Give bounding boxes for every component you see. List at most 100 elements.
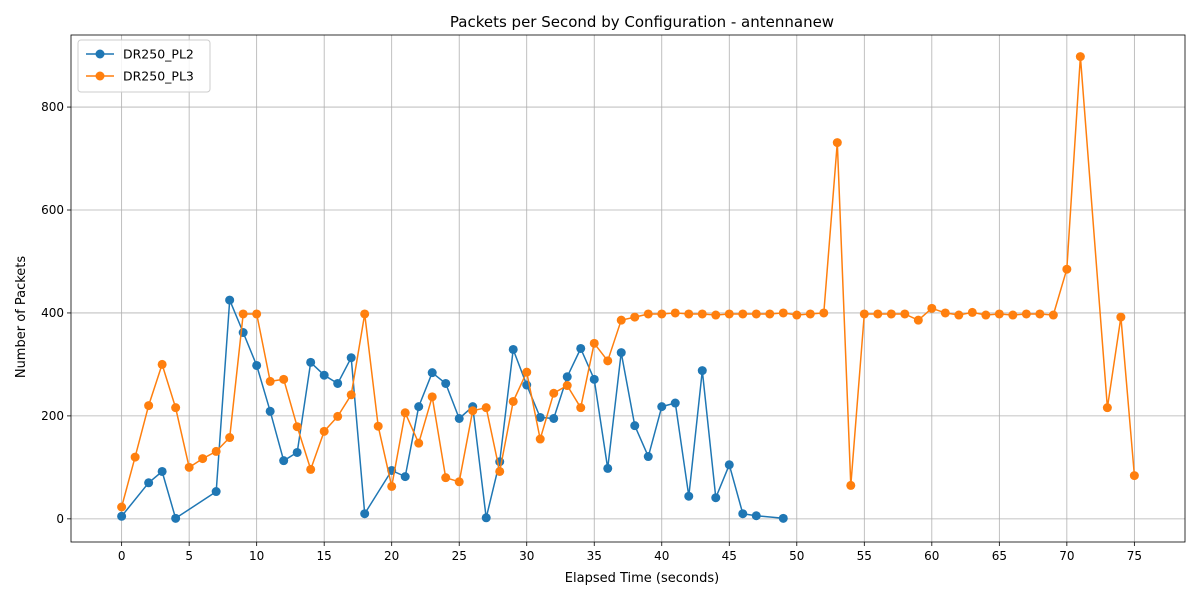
data-point <box>346 353 356 363</box>
data-point <box>265 406 275 416</box>
data-point <box>927 303 937 313</box>
data-point <box>292 447 302 457</box>
x-axis: 0 5 10 15 20 25 30 35 40 45 50 55 60 65 70 75 <box>118 542 1142 563</box>
series-DR250_PL3 <box>117 52 1139 512</box>
data-point <box>994 309 1004 319</box>
y-tick-label: 400 <box>41 306 64 320</box>
data-point <box>751 511 761 521</box>
data-point <box>130 452 140 462</box>
data-point <box>1129 471 1139 481</box>
data-point <box>805 309 815 319</box>
data-point <box>697 366 707 376</box>
data-point <box>724 309 734 319</box>
data-point <box>900 309 910 319</box>
y-axis: 0 200 400 600 800 <box>41 100 71 526</box>
data-point <box>400 472 410 482</box>
data-point <box>535 434 545 444</box>
data-point <box>603 356 613 366</box>
data-point <box>765 309 775 319</box>
data-point <box>778 308 788 318</box>
data-point <box>373 421 383 431</box>
data-point <box>886 309 896 319</box>
data-point <box>252 360 262 370</box>
data-point <box>535 412 545 422</box>
data-point <box>562 381 572 391</box>
data-point <box>981 310 991 320</box>
data-point <box>873 309 883 319</box>
legend-item: DR250_PL3 <box>86 69 194 84</box>
data-point <box>225 295 235 305</box>
data-point <box>1116 312 1126 322</box>
data-point <box>117 511 127 521</box>
data-point <box>481 403 491 413</box>
x-tick-label: 45 <box>722 549 737 563</box>
data-point <box>427 392 437 402</box>
data-point <box>738 509 748 519</box>
data-point <box>306 357 316 367</box>
data-point <box>940 308 950 318</box>
data-point <box>576 403 586 413</box>
data-point <box>292 422 302 432</box>
grid <box>71 35 1185 542</box>
x-tick-label: 75 <box>1127 549 1142 563</box>
data-point <box>913 315 923 325</box>
data-point <box>576 343 586 353</box>
data-point <box>319 426 329 436</box>
x-tick-label: 20 <box>384 549 399 563</box>
data-point <box>441 473 451 483</box>
y-tick-label: 800 <box>41 100 64 114</box>
data-point <box>832 138 842 148</box>
data-point <box>387 481 397 491</box>
data-point <box>360 309 370 319</box>
data-point <box>400 408 410 418</box>
data-point <box>1048 310 1058 320</box>
data-point <box>1035 309 1045 319</box>
data-point <box>1075 52 1085 62</box>
data-point <box>157 359 167 369</box>
legend-label: DR250_PL2 <box>123 47 194 62</box>
data-point <box>670 398 680 408</box>
data-point <box>562 372 572 382</box>
data-point <box>157 466 167 476</box>
data-point <box>508 344 518 354</box>
y-tick-label: 200 <box>41 409 64 423</box>
y-tick-label: 600 <box>41 203 64 217</box>
data-point <box>589 338 599 348</box>
data-point <box>1021 309 1031 319</box>
data-point <box>724 460 734 470</box>
y-axis-label: Number of Packets <box>14 256 29 379</box>
data-point <box>333 378 343 388</box>
data-point <box>643 309 653 319</box>
data-point <box>508 396 518 406</box>
data-point <box>711 493 721 503</box>
legend-item: DR250_PL2 <box>86 47 194 62</box>
data-point <box>238 309 248 319</box>
legend-label: DR250_PL3 <box>123 69 194 84</box>
data-point <box>171 403 181 413</box>
data-point <box>792 310 802 320</box>
data-point <box>306 464 316 474</box>
data-point <box>616 315 626 325</box>
data-point <box>603 463 613 473</box>
x-tick-label: 70 <box>1059 549 1074 563</box>
data-point <box>711 310 721 320</box>
data-point <box>549 388 559 398</box>
data-point <box>252 309 262 319</box>
data-point <box>778 513 788 523</box>
data-point <box>414 438 424 448</box>
data-point <box>670 308 680 318</box>
data-point <box>846 480 856 490</box>
data-point <box>1102 403 1112 413</box>
data-point <box>265 376 275 386</box>
data-point <box>967 307 977 317</box>
series-line <box>121 299 784 520</box>
data-point <box>279 374 289 384</box>
x-tick-label: 40 <box>654 549 669 563</box>
legend-box <box>77 39 211 93</box>
y-tick-label: 0 <box>56 512 64 526</box>
data-point <box>279 456 289 466</box>
data-point <box>684 491 694 501</box>
data-point <box>751 309 761 319</box>
data-point <box>319 370 329 380</box>
